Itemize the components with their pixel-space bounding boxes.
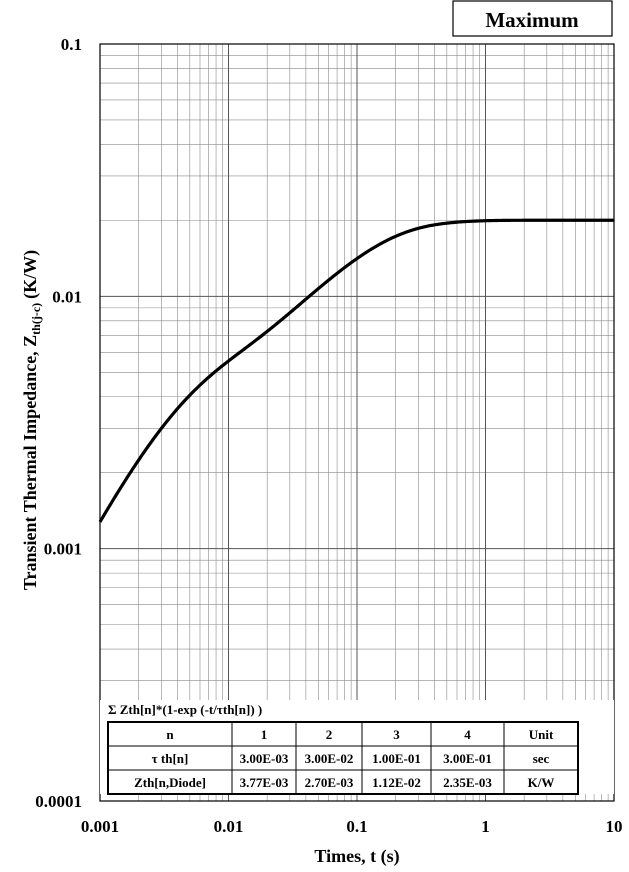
- table-cell: Zth[n,Diode]: [134, 775, 206, 790]
- x-tick-labels: 0.001 0.01 0.1 1 10: [81, 817, 623, 836]
- table-cell: τ th[n]: [152, 751, 189, 766]
- maximum-badge-box: [452, 0, 613, 37]
- table-header-cell: 3: [393, 727, 400, 742]
- y-axis-label-unit: (K/W): [20, 250, 41, 299]
- y-axis-label-subscript: th(j-c): [29, 303, 43, 335]
- plot-frame: [99, 43, 615, 802]
- table-cell: 3.00E-03: [240, 751, 289, 766]
- y-axis-label: Transient Thermal Impedance, Zth(j-c) (K/…: [20, 250, 43, 590]
- impedance-curve: [98, 218, 615, 523]
- table-cell: 2.35E-03: [443, 775, 492, 790]
- maximum-badge-text: Maximum: [485, 8, 579, 32]
- x-axis-label: Times, t (s): [314, 846, 399, 867]
- table-cell: 2.70E-03: [305, 775, 354, 790]
- x-tick-label: 0.001: [81, 817, 119, 836]
- maximum-badge: Maximum: [452, 0, 613, 37]
- table-cell: 3.00E-01: [443, 751, 492, 766]
- table-cell: K/W: [528, 775, 555, 790]
- table-header-cell: 2: [326, 727, 333, 742]
- table-border: [107, 721, 579, 795]
- parameter-panel: Σ Zth[n]*(1-exp (-t/τth[n]) ) n 1 2 3 4 Unit τ…: [100, 700, 614, 795]
- table-cell: 3.77E-03: [240, 775, 289, 790]
- x-tick-label: 10: [606, 817, 623, 836]
- table-header-cell: n: [166, 727, 174, 742]
- parameter-table: n 1 2 3 4 Unit τ th[n] 3.00E-03 3.00E-02 1.00E-01…: [107, 721, 579, 795]
- table-cell: 3.00E-02: [305, 751, 354, 766]
- y-tick-label: 0.01: [52, 287, 82, 306]
- table-header-cell: 4: [464, 727, 471, 742]
- table-header-cell: Unit: [529, 727, 554, 742]
- table-cell: 1.12E-02: [372, 775, 421, 790]
- minor-grid: [100, 44, 614, 801]
- y-axis-label-main: Transient Thermal Impedance, Z: [20, 335, 40, 590]
- table-cell: 1.00E-01: [372, 751, 421, 766]
- table-cell: sec: [533, 751, 550, 766]
- y-tick-label: 0.1: [61, 35, 82, 54]
- table-header-cell: 1: [261, 727, 268, 742]
- parameter-panel-bg: [100, 700, 614, 794]
- y-tick-labels: 0.0001 0.001 0.01 0.1: [35, 35, 82, 811]
- x-tick-label: 1: [481, 817, 490, 836]
- x-tick-label: 0.01: [214, 817, 244, 836]
- y-tick-label: 0.0001: [35, 792, 82, 811]
- formula-label: Σ Zth[n]*(1-exp (-t/τth[n]) ): [108, 702, 262, 717]
- x-tick-label: 0.1: [346, 817, 367, 836]
- y-tick-label: 0.001: [44, 540, 82, 559]
